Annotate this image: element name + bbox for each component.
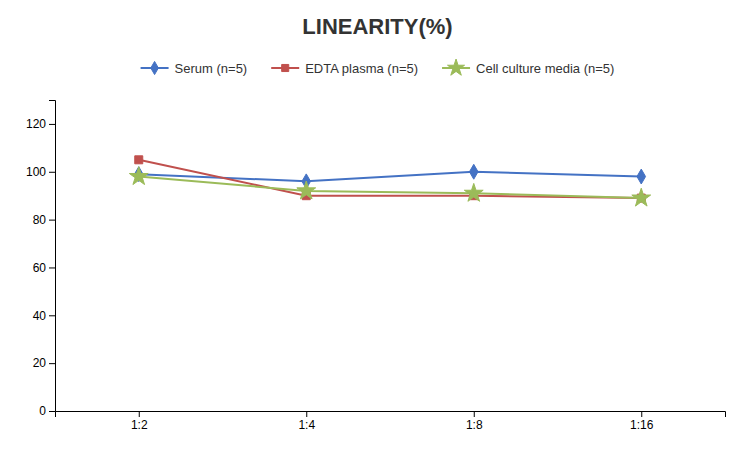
x-tick-mark xyxy=(474,411,475,417)
x-axis: 1:2 1:4 1:8 1:16 xyxy=(56,411,726,432)
x-tick-mark xyxy=(641,411,642,417)
chart-title: LINEARITY(%) xyxy=(302,14,452,39)
series xyxy=(135,156,646,202)
y-tick-label: 0 xyxy=(39,404,46,418)
series-line xyxy=(139,160,642,198)
series-marker xyxy=(135,156,143,164)
y-tick: 100 xyxy=(26,165,55,179)
y-tick-label: 40 xyxy=(33,309,47,323)
y-axis-line xyxy=(49,101,56,412)
x-tick-label: 1:8 xyxy=(466,418,483,432)
chart-svg: LINEARITY(%) 0 20 40 60 80 100 120 1:2 1:4 1:8 1:16… xyxy=(0,0,755,451)
series-marker xyxy=(129,167,148,185)
x-axis-line xyxy=(56,412,726,418)
y-tick-label: 80 xyxy=(33,213,47,227)
y-tick-mark xyxy=(49,172,55,173)
legend-swatch-marker xyxy=(151,61,159,74)
x-tick: 1:8 xyxy=(466,411,483,432)
chart-container: LINEARITY(%) 0 20 40 60 80 100 120 1:2 1:4 1:8 1:16… xyxy=(0,0,755,451)
legend-label: Cell culture media (n=5) xyxy=(476,61,614,76)
x-tick: 1:4 xyxy=(298,411,315,432)
y-tick: 120 xyxy=(26,117,55,131)
y-tick-mark xyxy=(49,267,55,268)
legend-label: EDTA plasma (n=5) xyxy=(305,61,418,76)
series xyxy=(129,167,650,206)
x-tick-label: 1:4 xyxy=(298,418,315,432)
y-tick: 0 xyxy=(39,404,55,418)
data-layer xyxy=(129,156,650,206)
x-tick-mark xyxy=(139,411,140,417)
y-tick-label: 60 xyxy=(33,261,47,275)
y-tick: 20 xyxy=(33,356,55,370)
y-tick-mark xyxy=(49,124,55,125)
x-tick: 1:2 xyxy=(131,411,148,432)
x-tick: 1:16 xyxy=(630,411,654,432)
series xyxy=(134,164,645,188)
y-tick-mark xyxy=(49,411,55,412)
series-marker xyxy=(464,183,483,201)
series-line xyxy=(139,177,642,199)
y-tick: 60 xyxy=(33,261,55,275)
y-tick: 40 xyxy=(33,309,55,323)
y-tick-mark xyxy=(49,363,55,364)
legend-item: EDTA plasma (n=5) xyxy=(271,61,418,76)
series-marker xyxy=(637,169,646,184)
plot-area: 0 20 40 60 80 100 120 1:2 1:4 1:8 1:16 xyxy=(26,101,726,432)
series-marker xyxy=(632,188,651,206)
series-marker xyxy=(469,164,478,179)
legend-swatch-marker xyxy=(282,64,289,71)
y-tick-label: 100 xyxy=(26,165,46,179)
y-axis: 0 20 40 60 80 100 120 xyxy=(26,101,56,419)
x-tick-label: 1:16 xyxy=(630,418,654,432)
y-tick-label: 20 xyxy=(33,356,47,370)
legend-label: Serum (n=5) xyxy=(175,61,248,76)
y-tick-label: 120 xyxy=(26,117,46,131)
y-tick-mark xyxy=(49,315,55,316)
y-tick: 80 xyxy=(33,213,55,227)
legend-item: Cell culture media (n=5) xyxy=(442,59,614,76)
y-tick-mark xyxy=(49,220,55,221)
legend-swatch-marker xyxy=(448,59,465,75)
legend-item: Serum (n=5) xyxy=(141,61,248,76)
legend: Serum (n=5) EDTA plasma (n=5) Cell culture… xyxy=(141,59,615,76)
x-tick-mark xyxy=(306,411,307,417)
x-tick-label: 1:2 xyxy=(131,418,148,432)
series-marker xyxy=(297,181,316,199)
